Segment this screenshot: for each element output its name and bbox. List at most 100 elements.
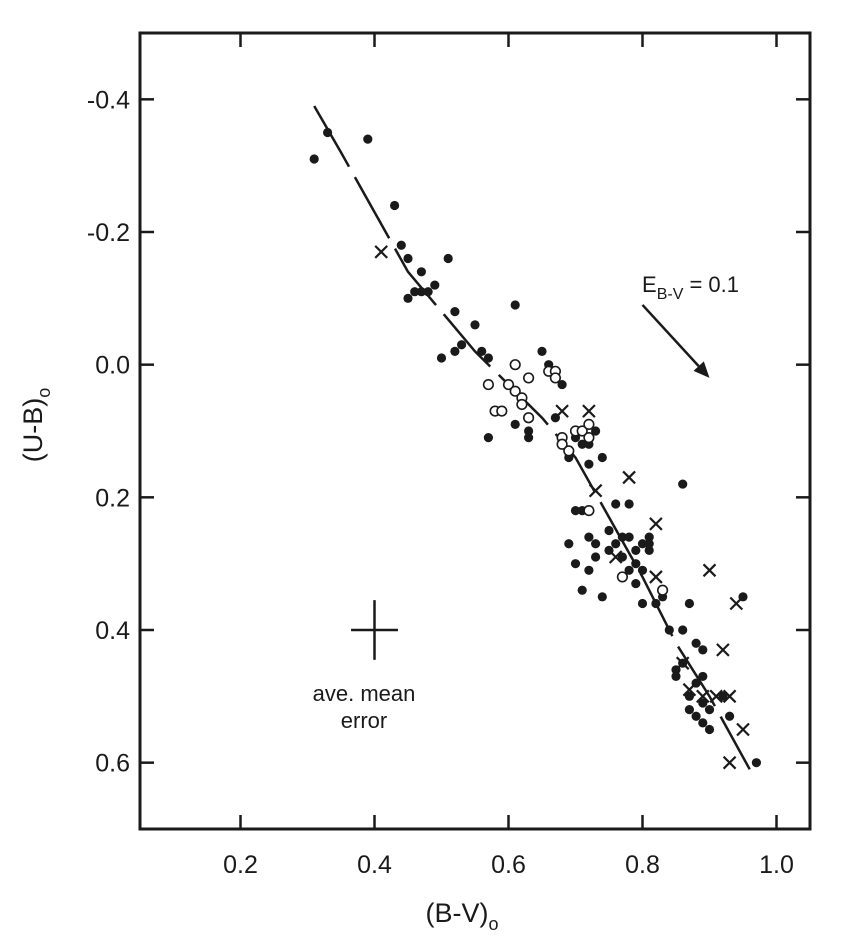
open-circle-point bbox=[563, 445, 575, 457]
x-axis-title: (B-V)o bbox=[425, 898, 498, 934]
open-circle-point bbox=[583, 432, 595, 444]
filled-circle-point bbox=[537, 346, 547, 356]
error-bar: ave. mean error bbox=[313, 600, 416, 733]
cross-point bbox=[702, 563, 717, 578]
filled-circle-point bbox=[691, 711, 701, 721]
y-tick-label: 0.6 bbox=[95, 750, 130, 778]
data-points bbox=[309, 127, 762, 770]
filled-circle-point bbox=[524, 433, 534, 443]
cross-point bbox=[608, 550, 623, 564]
reddening-arrowhead bbox=[693, 361, 710, 378]
filled-circle-point bbox=[637, 539, 648, 549]
filled-circle-point bbox=[684, 598, 695, 609]
filled-circle-point bbox=[631, 578, 641, 589]
filled-circle-point bbox=[591, 539, 601, 549]
filled-circle-point bbox=[631, 559, 641, 569]
filled-circle-point bbox=[671, 671, 681, 682]
filled-circle-point bbox=[651, 598, 661, 609]
cross-point bbox=[588, 483, 603, 498]
cross-point bbox=[649, 570, 663, 584]
filled-circle-point bbox=[564, 539, 574, 549]
cross-point bbox=[696, 689, 710, 704]
filled-circle-point bbox=[323, 127, 333, 138]
filled-circle-point bbox=[611, 539, 621, 549]
filled-circle-point bbox=[637, 565, 648, 575]
cross-point bbox=[722, 689, 737, 704]
x-tick-label: 0.4 bbox=[357, 851, 392, 879]
open-circle-point bbox=[522, 412, 535, 424]
y-tick-label: 0.4 bbox=[95, 617, 130, 645]
filled-circle-point bbox=[570, 559, 581, 569]
y-tick-label: -0.4 bbox=[87, 86, 130, 114]
y-tick-label: -0.2 bbox=[87, 219, 130, 247]
filled-circle-point bbox=[718, 691, 728, 701]
filled-circle-point bbox=[678, 479, 688, 489]
filled-circle-point bbox=[684, 691, 695, 701]
cross-point bbox=[736, 722, 750, 737]
filled-circle-point bbox=[624, 565, 634, 575]
filled-circle-point bbox=[443, 253, 453, 264]
filled-circle-point bbox=[698, 645, 708, 655]
y-tick-label: 0.0 bbox=[95, 352, 130, 380]
filled-circle-point bbox=[510, 419, 520, 429]
y-axis-title: (U-B)o bbox=[18, 388, 54, 463]
filled-circle-point bbox=[457, 340, 467, 350]
filled-circle-point bbox=[477, 346, 487, 356]
filled-circle-point bbox=[403, 293, 413, 303]
tick-marks bbox=[140, 33, 810, 829]
reddening-label: EB-V = 0.1 bbox=[642, 272, 739, 303]
filled-circle-point bbox=[450, 346, 460, 356]
cross-point bbox=[675, 656, 690, 670]
filled-circle-point bbox=[577, 439, 587, 449]
filled-circle-point bbox=[524, 426, 534, 436]
y-tick-labels: -0.4 -0.2 0.0 0.2 0.4 0.6 bbox=[87, 86, 130, 777]
filled-circle-point bbox=[704, 705, 715, 715]
filled-circle-point bbox=[483, 433, 493, 443]
open-circle-point bbox=[522, 372, 535, 384]
filled-circle-point bbox=[624, 499, 634, 509]
cross-point bbox=[722, 755, 737, 770]
filled-circle-point bbox=[637, 598, 648, 609]
filled-circle-point bbox=[664, 625, 674, 635]
reddening-arrow bbox=[641, 304, 700, 367]
filled-circle-point bbox=[557, 379, 567, 390]
plot-frame bbox=[138, 31, 812, 831]
filled-circle-point bbox=[577, 585, 587, 595]
filled-circle-point bbox=[725, 711, 735, 721]
filled-circle-point bbox=[450, 307, 460, 317]
open-circle-point bbox=[583, 505, 595, 517]
x-tick-label: 0.8 bbox=[625, 851, 660, 879]
open-circle-point bbox=[656, 584, 669, 596]
filled-circle-point bbox=[584, 532, 594, 542]
filled-circle-point bbox=[617, 552, 628, 562]
filled-circle-point bbox=[617, 532, 628, 542]
cross-point bbox=[582, 404, 596, 418]
cross-point bbox=[729, 596, 744, 611]
cross-point bbox=[716, 643, 730, 657]
error-label-line2: error bbox=[341, 708, 387, 733]
open-circle-point bbox=[576, 425, 588, 437]
x-tick-label: 0.6 bbox=[491, 851, 526, 879]
filled-circle-point bbox=[644, 545, 654, 556]
filled-circle-point bbox=[751, 758, 762, 768]
filled-circle-point bbox=[611, 499, 621, 509]
filled-circle-point bbox=[390, 200, 400, 211]
filled-circle-point bbox=[570, 506, 581, 516]
open-circle-point bbox=[549, 372, 562, 384]
filled-circle-point bbox=[309, 154, 319, 164]
reddening-vector: EB-V = 0.1 bbox=[641, 272, 739, 378]
open-circle-point bbox=[583, 418, 595, 430]
filled-circle-point bbox=[597, 592, 607, 602]
filled-circle-point bbox=[470, 320, 480, 330]
open-circle-point bbox=[482, 378, 495, 391]
filled-circle-point bbox=[604, 525, 614, 536]
filled-circle-point bbox=[584, 565, 594, 575]
filled-circle-point bbox=[644, 532, 654, 542]
filled-circle-point bbox=[591, 552, 601, 562]
error-label-line1: ave. mean bbox=[313, 681, 416, 706]
filled-circle-point bbox=[644, 539, 654, 549]
filled-circle-point bbox=[416, 287, 426, 297]
filled-circle-point bbox=[698, 698, 708, 708]
filled-circle-point bbox=[430, 280, 440, 290]
